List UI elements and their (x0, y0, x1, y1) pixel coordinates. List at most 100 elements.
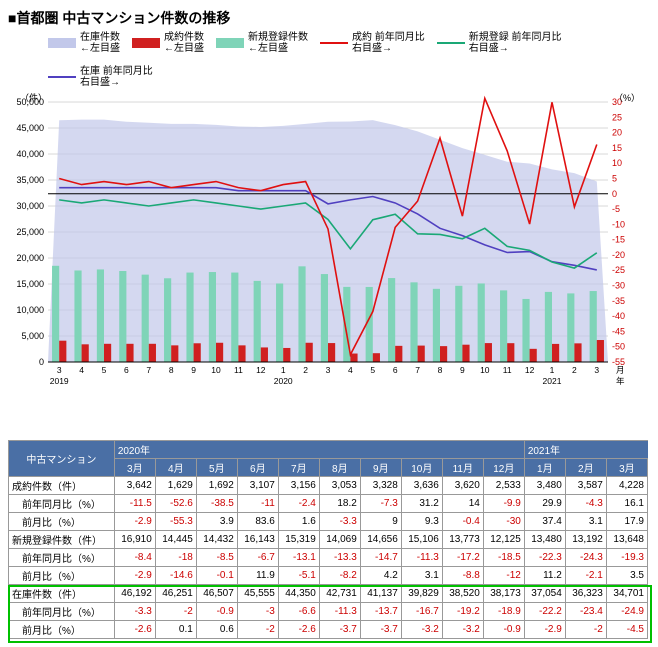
table-cell: 11.2 (524, 567, 565, 585)
svg-text:35,000: 35,000 (16, 175, 44, 185)
svg-text:15,000: 15,000 (16, 279, 44, 289)
table-row-header: 成約件数（件） (9, 477, 115, 495)
legend-swatch (48, 38, 76, 48)
seiyaku-bar (171, 345, 178, 362)
seiyaku-bar (149, 344, 156, 362)
svg-text:0: 0 (39, 357, 44, 367)
table-cell: 11.9 (237, 567, 278, 585)
table-cell: -3.2 (401, 621, 442, 639)
seiyaku-bar (238, 345, 245, 362)
svg-text:11: 11 (503, 365, 512, 375)
table-cell: 42,731 (319, 585, 360, 603)
svg-text:9: 9 (191, 365, 196, 375)
shinki-bar (410, 282, 417, 362)
table-cell: -8.5 (196, 549, 237, 567)
table-cell: -24.3 (565, 549, 606, 567)
svg-text:11: 11 (234, 365, 243, 375)
table-cell: -2.1 (565, 567, 606, 585)
shinki-bar (97, 269, 104, 362)
svg-text:45,000: 45,000 (16, 123, 44, 133)
shinki-bar (590, 291, 597, 362)
svg-text:2019: 2019 (50, 376, 69, 386)
combo-chart: 05,00010,00015,00020,00025,00030,00035,0… (8, 92, 648, 422)
table-cell: 13,192 (565, 531, 606, 549)
seiyaku-bar (462, 345, 469, 362)
svg-text:月: 月 (616, 365, 625, 375)
svg-text:-45: -45 (612, 326, 625, 336)
shinki-bar (298, 266, 305, 362)
shinki-bar (254, 281, 261, 362)
svg-text:7: 7 (415, 365, 420, 375)
table-cell: 3,156 (278, 477, 319, 495)
table-cell: -2.4 (278, 495, 319, 513)
legend-label: 新規登録 前年同月比 右目盛→ (469, 32, 562, 54)
table-cell: -52.6 (155, 495, 196, 513)
table-cell: -2 (155, 603, 196, 621)
table-cell: 3,107 (237, 477, 278, 495)
seiyaku-bar (552, 344, 559, 362)
seiyaku-bar (261, 347, 268, 362)
table-cell: -19.2 (442, 603, 483, 621)
svg-text:2021: 2021 (543, 376, 562, 386)
svg-text:12: 12 (525, 365, 535, 375)
seiyaku-bar (574, 343, 581, 362)
table-cell: -12 (483, 567, 524, 585)
table-cell: 4,228 (606, 477, 647, 495)
data-table: 中古マンション2020年2021年3月4月5月6月7月8月9月10月11月12月… (8, 440, 648, 639)
svg-text:5: 5 (612, 173, 617, 183)
table-cell: -11.3 (319, 603, 360, 621)
table-cell: -3.7 (360, 621, 401, 639)
table-cell: -0.9 (196, 603, 237, 621)
table-cell: -0.4 (442, 513, 483, 531)
svg-text:-15: -15 (612, 235, 625, 245)
legend-label: 在庫件数 ←左目盛 (80, 32, 120, 54)
shinki-bar (433, 289, 440, 362)
legend-label: 新規登録件数 ←左目盛 (248, 32, 308, 54)
table-cell: -5.1 (278, 567, 319, 585)
svg-text:1: 1 (550, 365, 555, 375)
table-row-header: 在庫件数（件） (9, 585, 115, 603)
svg-text:7: 7 (146, 365, 151, 375)
table-cell: 14,069 (319, 531, 360, 549)
table-cell: 38,173 (483, 585, 524, 603)
table-cell: 13,773 (442, 531, 483, 549)
shinki-bar (321, 274, 328, 362)
svg-text:年: 年 (616, 376, 625, 386)
table-cell: -3.7 (319, 621, 360, 639)
svg-text:5,000: 5,000 (21, 331, 44, 341)
legend-label: 成約 前年同月比 右目盛→ (352, 32, 425, 54)
svg-text:25: 25 (612, 112, 622, 122)
shinki-bar (164, 278, 171, 362)
svg-text:10: 10 (612, 158, 622, 168)
table-cell: 0.6 (196, 621, 237, 639)
seiyaku-bar (507, 343, 514, 362)
svg-text:-30: -30 (612, 281, 625, 291)
table-row-header: 前年同月比（%） (9, 603, 115, 621)
seiyaku-bar (350, 354, 357, 362)
shinki-bar (186, 273, 193, 362)
table-cell: -14.7 (360, 549, 401, 567)
svg-text:3: 3 (57, 365, 62, 375)
shinki-bar (455, 286, 462, 362)
table-cell: 18.2 (319, 495, 360, 513)
table-cell: 14 (442, 495, 483, 513)
svg-text:12: 12 (256, 365, 266, 375)
legend-item: 新規登録件数 ←左目盛 (216, 32, 308, 54)
table-cell: 4.2 (360, 567, 401, 585)
table-cell: 1,692 (196, 477, 237, 495)
table-cell: -2.9 (114, 513, 155, 531)
seiyaku-bar (59, 341, 66, 362)
table-cell: 34,701 (606, 585, 647, 603)
svg-text:-20: -20 (612, 250, 625, 260)
table-cell: -2 (565, 621, 606, 639)
table-cell: 0.1 (155, 621, 196, 639)
svg-text:15: 15 (612, 143, 622, 153)
svg-text:0: 0 (612, 189, 617, 199)
table-cell: 37.4 (524, 513, 565, 531)
table-cell: 3.1 (401, 567, 442, 585)
svg-text:25,000: 25,000 (16, 227, 44, 237)
table-cell: 9 (360, 513, 401, 531)
table-cell: 3,636 (401, 477, 442, 495)
shinki-bar (388, 278, 395, 362)
table-cell: 14,432 (196, 531, 237, 549)
